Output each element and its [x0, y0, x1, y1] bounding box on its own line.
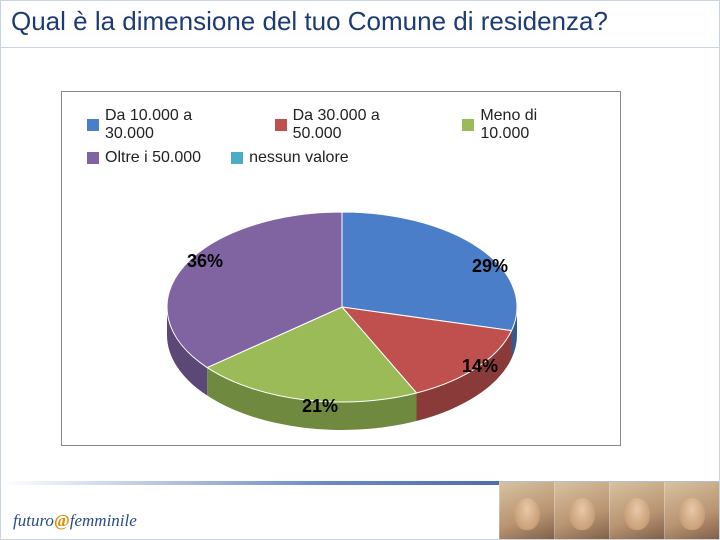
photo-thumb [499, 482, 554, 539]
title-area: Qual è la dimensione del tuo Comune di r… [1, 1, 719, 48]
legend-swatch [87, 152, 99, 164]
at-icon: @ [54, 511, 70, 530]
legend-label: Da 10.000 a 30.000 [105, 107, 245, 143]
pie-chart: 29%14%21%36%0% [142, 197, 542, 437]
legend-item: nessun valore [231, 149, 349, 167]
slide: Qual è la dimensione del tuo Comune di r… [0, 0, 720, 540]
photo-thumb [554, 482, 609, 539]
legend-swatch [87, 119, 99, 131]
pie-chart-container: Da 10.000 a 30.000 Da 30.000 a 50.000 Meno… [61, 91, 621, 446]
legend-swatch [231, 152, 243, 164]
legend-label: Oltre i 50.000 [105, 149, 201, 167]
chart-legend: Da 10.000 a 30.000 Da 30.000 a 50.000 Meno… [87, 107, 620, 173]
logo-text-2: femminile [70, 511, 137, 530]
legend-swatch [275, 119, 287, 131]
photo-strip [499, 481, 719, 539]
legend-label: nessun valore [249, 149, 349, 167]
pie-pct-label: 21% [302, 396, 338, 416]
slide-title: Qual è la dimensione del tuo Comune di r… [11, 7, 709, 37]
pie-pct-label: 29% [472, 256, 508, 276]
pie-svg: 29%14%21%36%0% [142, 197, 542, 437]
legend-row: Da 10.000 a 30.000 Da 30.000 a 50.000 Meno… [87, 107, 620, 143]
legend-row: Oltre i 50.000 nessun valore [87, 149, 620, 167]
legend-item: Meno di 10.000 [462, 107, 590, 143]
photo-thumb [664, 482, 719, 539]
pie-pct-label: 14% [462, 356, 498, 376]
legend-item: Da 30.000 a 50.000 [275, 107, 433, 143]
legend-item: Da 10.000 a 30.000 [87, 107, 245, 143]
logo-text-1: futuro [13, 511, 54, 530]
legend-swatch [462, 119, 474, 131]
legend-label: Da 30.000 a 50.000 [293, 107, 433, 143]
pie-pct-label: 36% [187, 251, 223, 271]
photo-thumb [609, 482, 664, 539]
legend-item: Oltre i 50.000 [87, 149, 201, 167]
brand-logo: futuro@femminile [13, 511, 137, 531]
legend-label: Meno di 10.000 [480, 107, 590, 143]
